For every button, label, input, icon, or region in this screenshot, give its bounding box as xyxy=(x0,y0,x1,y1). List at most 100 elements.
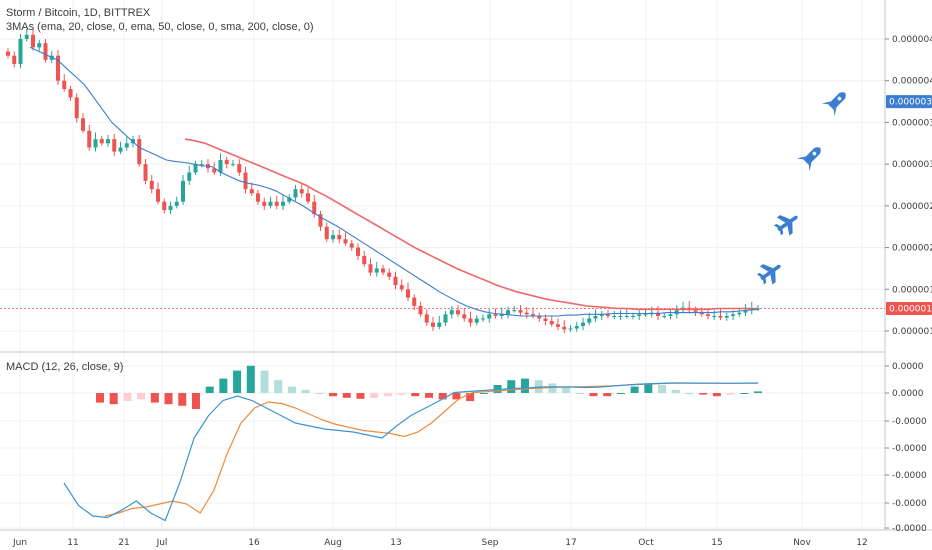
date-tick-label: Jul xyxy=(156,538,168,548)
candle-body xyxy=(268,201,273,206)
macd-hist-bar xyxy=(507,380,516,393)
price-label-red: 0.00000127 xyxy=(886,301,932,315)
candle-body xyxy=(287,197,292,202)
macd-hist-bar xyxy=(233,370,242,393)
airplane-icon xyxy=(756,264,781,285)
candle-body xyxy=(418,305,423,315)
macd-hist-bar xyxy=(178,393,187,406)
macd-hist-bar xyxy=(479,393,488,394)
candle-body xyxy=(706,314,710,316)
candle-body xyxy=(18,39,23,65)
candle-body xyxy=(68,89,73,98)
macd-hist-bar xyxy=(658,385,667,393)
candle-body xyxy=(737,312,742,315)
candle-body xyxy=(487,314,492,319)
macd-hist-bar xyxy=(644,383,653,393)
macd-line xyxy=(63,382,759,522)
candle-body xyxy=(187,172,192,181)
date-tick-label: Oct xyxy=(638,538,654,548)
macd-hist-bar xyxy=(520,378,529,393)
macd-tick-label: -0.0000 xyxy=(892,499,927,509)
macd-hist-bar xyxy=(575,393,584,394)
candle-body xyxy=(249,189,254,194)
macd-hist-bar xyxy=(260,370,269,393)
price-tick-label: 0.00000100 xyxy=(892,327,932,337)
candle-body xyxy=(612,315,617,317)
price-label-blue: 0.00000375 xyxy=(886,95,932,109)
macd-axis[interactable]: 0.0000 0.0000 -0.0000 -0.0000 -0.0000 -0.0000… xyxy=(885,362,927,534)
macd-hist-bar xyxy=(754,391,762,393)
candle-body xyxy=(37,43,42,48)
candle-body xyxy=(412,297,417,306)
candle-body xyxy=(643,314,648,316)
candle-body xyxy=(337,235,342,240)
macd-hist-bar xyxy=(205,386,214,393)
macd-hist-bar xyxy=(96,393,104,403)
candle-body xyxy=(562,326,567,330)
candle-body xyxy=(331,235,335,240)
candle-body xyxy=(424,314,429,323)
candle-body xyxy=(162,201,167,211)
candle-body xyxy=(99,139,104,144)
price-axis[interactable]: 0.00000450 0.00000400 0.00000350 0.00000300… xyxy=(885,35,932,337)
candle-body xyxy=(499,314,504,316)
candle-body xyxy=(712,315,717,317)
date-axis[interactable]: Jun 11 21 Jul 16 Aug 13 Sep 17 Oct 15 Nov 12 xyxy=(12,538,868,548)
candle-body xyxy=(449,310,454,315)
macd-hist-bar xyxy=(589,393,598,397)
macd-tick-label: 0.0000 xyxy=(892,389,924,399)
candle-body xyxy=(324,226,329,240)
candle-body xyxy=(656,312,660,316)
macd-hist-bar xyxy=(548,383,557,393)
date-tick-label: 17 xyxy=(565,538,576,548)
macd-hist-bar xyxy=(699,393,708,395)
macd-hist-bar xyxy=(109,393,118,405)
candle-body xyxy=(624,315,629,317)
candle-body xyxy=(12,55,17,65)
candle-body xyxy=(318,214,323,227)
candle-body xyxy=(137,139,142,165)
candle-body xyxy=(618,315,623,317)
macd-tick-label: 0.0000 xyxy=(892,362,924,372)
candle-body xyxy=(256,193,260,202)
candle-body xyxy=(381,268,385,273)
candle-body xyxy=(193,164,198,173)
candle-body xyxy=(87,130,92,148)
macd-hist-bar xyxy=(329,393,338,397)
candle-body xyxy=(662,315,667,317)
macd-hist-bar xyxy=(370,393,379,398)
price-tick-label: 0.00000250 xyxy=(892,202,932,212)
rocket-icon xyxy=(796,147,821,172)
candle-body xyxy=(224,159,229,165)
date-tick-label: 21 xyxy=(118,538,129,548)
candle-body xyxy=(543,318,548,321)
candle-body xyxy=(518,310,523,313)
candle-body xyxy=(587,318,592,323)
candle-body xyxy=(56,55,60,81)
price-tick-label: 0.00000450 xyxy=(892,35,932,45)
candle-body xyxy=(356,247,360,256)
macd-hist-bar xyxy=(562,386,571,393)
candle-body xyxy=(593,315,598,319)
candle-body xyxy=(462,314,467,319)
candle-body xyxy=(731,314,735,316)
candle-body xyxy=(124,143,129,148)
date-tick-label: Aug xyxy=(324,538,342,548)
candle-body xyxy=(62,80,67,90)
candle-body xyxy=(118,147,123,152)
macd-tick-label: -0.0000 xyxy=(892,444,927,454)
candle-body xyxy=(581,322,585,326)
macd-tick-label: -0.0000 xyxy=(892,471,927,481)
candle-body xyxy=(306,193,310,202)
candle-body xyxy=(512,310,517,312)
candle-body xyxy=(456,310,460,315)
candle-body xyxy=(212,168,217,173)
candle-body xyxy=(349,243,354,248)
grid xyxy=(0,0,885,530)
sma200-line xyxy=(184,138,758,311)
macd-hist-bar xyxy=(315,393,324,394)
candle-body xyxy=(343,239,348,244)
macd-title: MACD (12, 26, close, 9) xyxy=(6,361,123,373)
candle-body xyxy=(524,312,529,315)
